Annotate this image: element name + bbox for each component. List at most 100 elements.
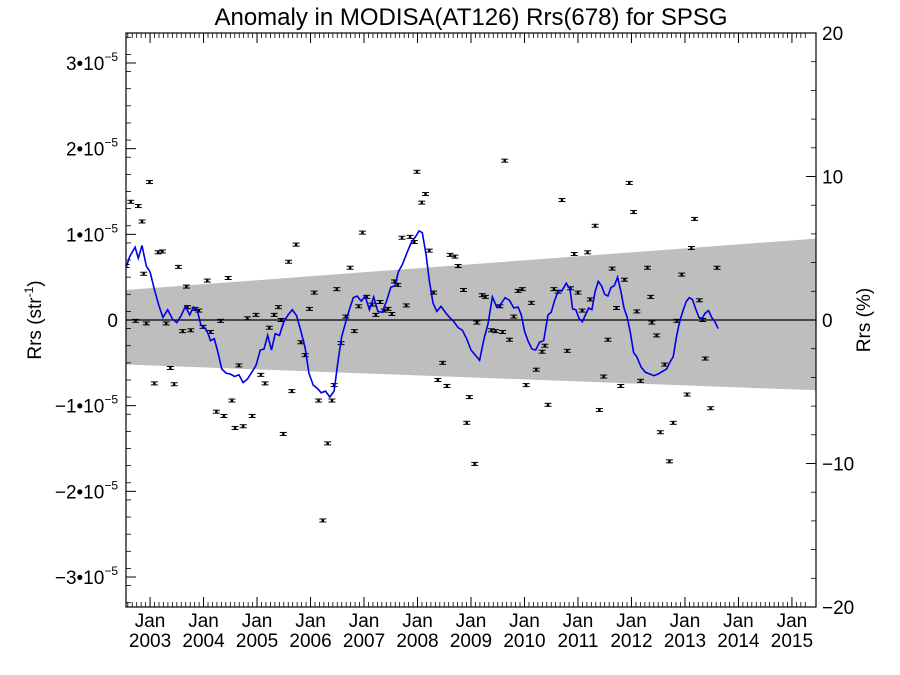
data-point <box>142 321 150 326</box>
data-point <box>487 328 495 333</box>
data-point <box>608 266 616 271</box>
data-point <box>140 271 148 276</box>
data-point <box>252 312 260 317</box>
data-point <box>633 309 641 314</box>
data-point <box>248 413 256 418</box>
data-point <box>288 389 296 394</box>
x-tick-label-year: 2009 <box>450 631 492 652</box>
data-point <box>315 398 323 403</box>
data-point <box>224 276 232 281</box>
data-point <box>541 343 549 348</box>
data-point <box>305 306 313 311</box>
data-point <box>319 518 327 523</box>
data-point <box>146 180 154 185</box>
data-point <box>310 290 318 295</box>
data-point <box>544 402 552 407</box>
data-point <box>522 383 530 388</box>
data-point <box>346 265 354 270</box>
data-point <box>279 431 287 436</box>
data-point <box>492 329 500 334</box>
data-point <box>285 259 293 264</box>
data-point <box>595 407 603 412</box>
data-point <box>217 318 225 323</box>
data-point <box>625 180 633 185</box>
x-tick-label-year: 2008 <box>396 631 438 652</box>
data-point <box>134 204 142 209</box>
data-point <box>166 365 174 370</box>
x-tick-label-month: Jan <box>188 611 219 632</box>
data-point <box>439 360 447 365</box>
x-tick-label-month: Jan <box>509 611 540 632</box>
data-point <box>138 219 146 224</box>
data-point <box>481 294 489 299</box>
data-point <box>527 300 535 305</box>
data-point <box>586 297 594 302</box>
data-point <box>644 265 652 270</box>
y-tick-label-left: −1•10−5 <box>55 393 118 418</box>
x-tick-label-month: Jan <box>456 611 487 632</box>
data-point <box>174 264 182 269</box>
data-point <box>384 306 392 311</box>
data-point <box>514 288 522 293</box>
data-point <box>358 230 366 235</box>
y-tick-label-right: 0 <box>822 311 833 332</box>
data-point <box>621 277 629 282</box>
x-tick-label-month: Jan <box>777 611 808 632</box>
data-point <box>170 382 178 387</box>
data-point <box>228 398 236 403</box>
x-tick-label-month: Jan <box>135 611 166 632</box>
data-point <box>333 287 341 292</box>
data-point <box>158 249 166 254</box>
data-point <box>687 246 695 251</box>
data-point <box>154 250 162 255</box>
y-axis-label-left: Rrs (str-1) <box>22 280 46 359</box>
data-point <box>532 367 540 372</box>
data-point <box>292 242 300 247</box>
data-point <box>669 420 677 425</box>
data-point <box>617 383 625 388</box>
data-point <box>328 398 336 403</box>
x-tick-label-month: Jan <box>563 611 594 632</box>
data-point <box>637 378 645 383</box>
data-point <box>563 348 571 353</box>
data-point <box>235 363 243 368</box>
data-point <box>653 333 661 338</box>
y-tick-label-left: 2•10−5 <box>66 136 118 161</box>
y-tick-label-left: 1•10−5 <box>66 221 118 246</box>
y-axis-label-right: Rrs (%) <box>854 288 875 352</box>
smoothed-anomaly-line <box>126 229 719 399</box>
data-point <box>501 158 509 163</box>
data-point <box>612 306 620 311</box>
chart-title: Anomaly in MODISA(AT126) Rrs(678) for SP… <box>214 4 727 31</box>
data-point <box>355 304 363 309</box>
data-point <box>713 265 721 270</box>
data-point <box>388 312 396 317</box>
data-point <box>463 420 471 425</box>
data-point <box>231 425 239 430</box>
x-tick-label-year: 2006 <box>289 631 331 652</box>
data-point <box>591 223 599 228</box>
data-point <box>570 252 578 257</box>
y-tick-label-right: −10 <box>822 455 854 476</box>
x-tick-label-year: 2015 <box>771 631 813 652</box>
data-point <box>558 198 566 203</box>
axis-ticks: −3•10−5 −2•10−5 −1•10−5 0 1•10−5 2•10−5 3•10−5… <box>55 24 854 652</box>
data-point <box>454 264 462 269</box>
y-tick-label-right: 20 <box>822 24 843 45</box>
data-point <box>665 459 673 464</box>
data-point <box>179 329 187 334</box>
data-point <box>656 430 664 435</box>
x-tick-label-year: 2007 <box>343 631 385 652</box>
data-point <box>465 395 473 400</box>
data-point <box>150 381 158 386</box>
data-point <box>661 362 669 367</box>
data-point <box>324 441 332 446</box>
data-point <box>701 356 709 361</box>
data-point <box>422 192 430 197</box>
data-point <box>471 461 479 466</box>
data-point <box>402 303 410 308</box>
data-point <box>695 298 703 303</box>
data-point <box>243 316 251 321</box>
data-point <box>630 210 638 215</box>
data-point <box>506 337 514 342</box>
